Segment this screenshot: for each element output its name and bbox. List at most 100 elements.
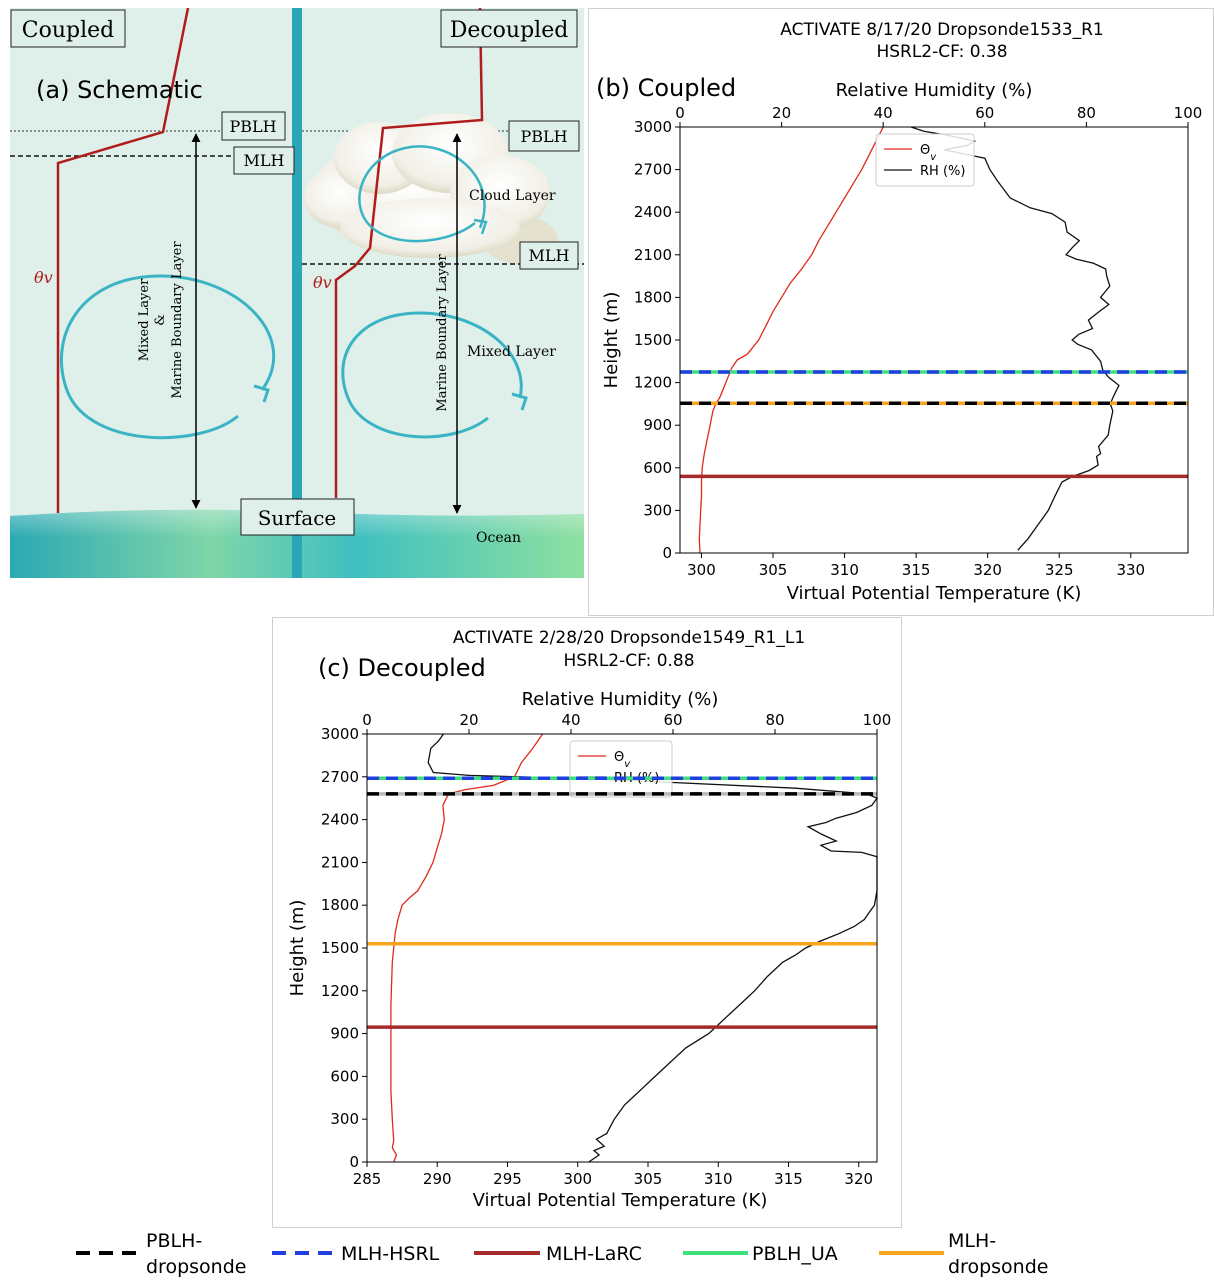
theta-profile-decoupled bbox=[334, 8, 484, 498]
x-top-tick-label: 80 bbox=[765, 711, 784, 729]
coupled-label-box bbox=[10, 9, 126, 48]
chart-c-bottom-axis-label: Virtual Potential Temperature (K) bbox=[473, 1190, 768, 1211]
chart-c-top-axis-label: Relative Humidity (%) bbox=[522, 689, 719, 710]
chart-b-panel-label: (b) Coupled bbox=[596, 74, 736, 102]
y-tick-label: 0 bbox=[662, 544, 672, 562]
x-bottom-tick-label: 305 bbox=[634, 1170, 663, 1188]
legend-item-label-line2: dropsonde bbox=[146, 1256, 246, 1278]
chart-c-title-line1: ACTIVATE 2/28/20 Dropsonde1549_R1_L1 bbox=[453, 628, 805, 648]
x-bottom-tick-label: 315 bbox=[774, 1170, 803, 1188]
y-tick-label: 1800 bbox=[321, 896, 359, 914]
theta-label-decoupled: θv bbox=[313, 273, 332, 292]
mixed-layer-label: Mixed Layer bbox=[467, 344, 556, 360]
x-bottom-tick-label: 285 bbox=[353, 1170, 382, 1188]
plot-background bbox=[367, 734, 877, 1162]
legend-item-label: MLH- bbox=[948, 1230, 996, 1252]
surface-label: Surface bbox=[258, 506, 337, 530]
chart-c-y-axis-label: Height (m) bbox=[287, 900, 308, 997]
x-top-tick-label: 60 bbox=[975, 104, 994, 122]
ocean-label: Ocean bbox=[476, 530, 521, 546]
mlh-label-decoupled: MLH bbox=[529, 246, 570, 265]
svg-text:Marine Boundary Layer: Marine Boundary Layer bbox=[170, 241, 185, 399]
shared-legend: PBLH-dropsonde MLH-HSRL MLH-LaRC PBLH_UA MLH… bbox=[76, 1230, 1048, 1278]
y-tick-label: 1800 bbox=[634, 288, 672, 306]
theta-profile-coupled bbox=[56, 8, 190, 513]
legend-item-label-line2: dropsonde bbox=[948, 1256, 1048, 1278]
y-tick-label: 2700 bbox=[321, 768, 359, 786]
x-bottom-tick-label: 290 bbox=[423, 1170, 452, 1188]
x-bottom-tick-label: 310 bbox=[704, 1170, 733, 1188]
theta-v-profile-line bbox=[390, 733, 544, 1163]
pblh-label-decoupled: PBLH bbox=[520, 127, 567, 146]
legend-item: MLH-dropsonde bbox=[879, 1230, 1048, 1278]
y-tick-label: 300 bbox=[330, 1110, 359, 1128]
x-bottom-tick-label: 315 bbox=[902, 561, 931, 579]
x-top-tick-label: 60 bbox=[663, 711, 682, 729]
x-top-tick-label: 100 bbox=[1174, 104, 1203, 122]
y-tick-label: 600 bbox=[643, 459, 672, 477]
y-tick-label: 900 bbox=[330, 1025, 359, 1043]
chart-c-decoupled: ACTIVATE 2/28/20 Dropsonde1549_R1_L1 HSR… bbox=[287, 628, 892, 1211]
mlh-label-coupled: MLH bbox=[244, 151, 285, 170]
cloud-layer-circulation bbox=[358, 145, 488, 243]
schematic-panel-label: (a) Schematic bbox=[36, 76, 203, 104]
x-top-tick-label: 0 bbox=[675, 104, 685, 122]
x-bottom-tick-label: 295 bbox=[493, 1170, 522, 1188]
y-tick-label: 300 bbox=[643, 501, 672, 519]
x-top-tick-label: 20 bbox=[772, 104, 791, 122]
x-bottom-tick-label: 325 bbox=[1045, 561, 1074, 579]
legend-item: MLH-HSRL bbox=[272, 1243, 440, 1265]
cloud-layer-label: Cloud Layer bbox=[469, 188, 556, 204]
legend-item: MLH-LaRC bbox=[474, 1243, 642, 1265]
legend-item-label: PBLH_UA bbox=[752, 1243, 838, 1265]
x-top-tick-label: 40 bbox=[561, 711, 580, 729]
y-tick-label: 2100 bbox=[634, 246, 672, 264]
chart-c-title-line2: HSRL2-CF: 0.88 bbox=[563, 651, 694, 671]
x-bottom-tick-label: 310 bbox=[830, 561, 859, 579]
chart-c-panel-label: (c) Decoupled bbox=[318, 654, 486, 682]
theta-label-coupled: θv bbox=[34, 268, 53, 287]
pblh-label-coupled: PBLH bbox=[229, 117, 276, 136]
x-bottom-tick-label: 300 bbox=[563, 1170, 592, 1188]
x-top-tick-label: 20 bbox=[459, 711, 478, 729]
plot-frame bbox=[679, 126, 1189, 554]
mixed-layer-circulation-decoupled bbox=[341, 311, 528, 439]
x-top-tick-label: 80 bbox=[1077, 104, 1096, 122]
decoupled-label: Decoupled bbox=[450, 18, 569, 43]
coupled-label: Coupled bbox=[22, 18, 114, 43]
rh-profile-line bbox=[910, 126, 1120, 551]
x-top-tick-label: 100 bbox=[863, 711, 892, 729]
legend-item-label: PBLH- bbox=[146, 1230, 202, 1252]
x-bottom-tick-label: 300 bbox=[687, 561, 716, 579]
y-tick-label: 900 bbox=[643, 416, 672, 434]
decoupled-axis-label: Marine Boundary Layer bbox=[435, 254, 450, 412]
plot-background bbox=[680, 127, 1188, 553]
chart-b-bottom-axis-label: Virtual Potential Temperature (K) bbox=[787, 583, 1082, 604]
rh-profile-line bbox=[427, 733, 879, 1163]
y-tick-label: 2100 bbox=[321, 853, 359, 871]
y-tick-label: 2400 bbox=[634, 203, 672, 221]
svg-text:Mixed Layer: Mixed Layer bbox=[137, 278, 152, 361]
svg-text:&: & bbox=[153, 314, 168, 326]
chart-c-plot-area: 0300600900120015001800210024002700300028… bbox=[321, 711, 892, 1188]
chart-b-y-axis-label: Height (m) bbox=[601, 292, 622, 389]
x-bottom-tick-label: 320 bbox=[844, 1170, 873, 1188]
legend-item-label: MLH-LaRC bbox=[546, 1243, 642, 1265]
y-tick-label: 1200 bbox=[634, 374, 672, 392]
x-bottom-tick-label: 330 bbox=[1116, 561, 1145, 579]
chart-b-title-line2: HSRL2-CF: 0.38 bbox=[876, 42, 1007, 62]
y-tick-label: 3000 bbox=[634, 118, 672, 136]
chart-b-plot-area: 0300600900120015001800210024002700300030… bbox=[634, 104, 1203, 579]
schematic-panel: Coupled Decoupled (a) Schematic PBLH MLH… bbox=[10, 8, 584, 578]
plot-frame bbox=[366, 733, 878, 1163]
x-bottom-tick-label: 305 bbox=[759, 561, 788, 579]
y-tick-label: 1200 bbox=[321, 982, 359, 1000]
legend-item-label: MLH-HSRL bbox=[341, 1243, 440, 1265]
y-tick-label: 600 bbox=[330, 1067, 359, 1085]
legend-label: RH (%) bbox=[920, 164, 965, 179]
x-top-tick-label: 40 bbox=[874, 104, 893, 122]
decoupled-label-box bbox=[440, 9, 578, 48]
y-tick-label: 2700 bbox=[634, 161, 672, 179]
